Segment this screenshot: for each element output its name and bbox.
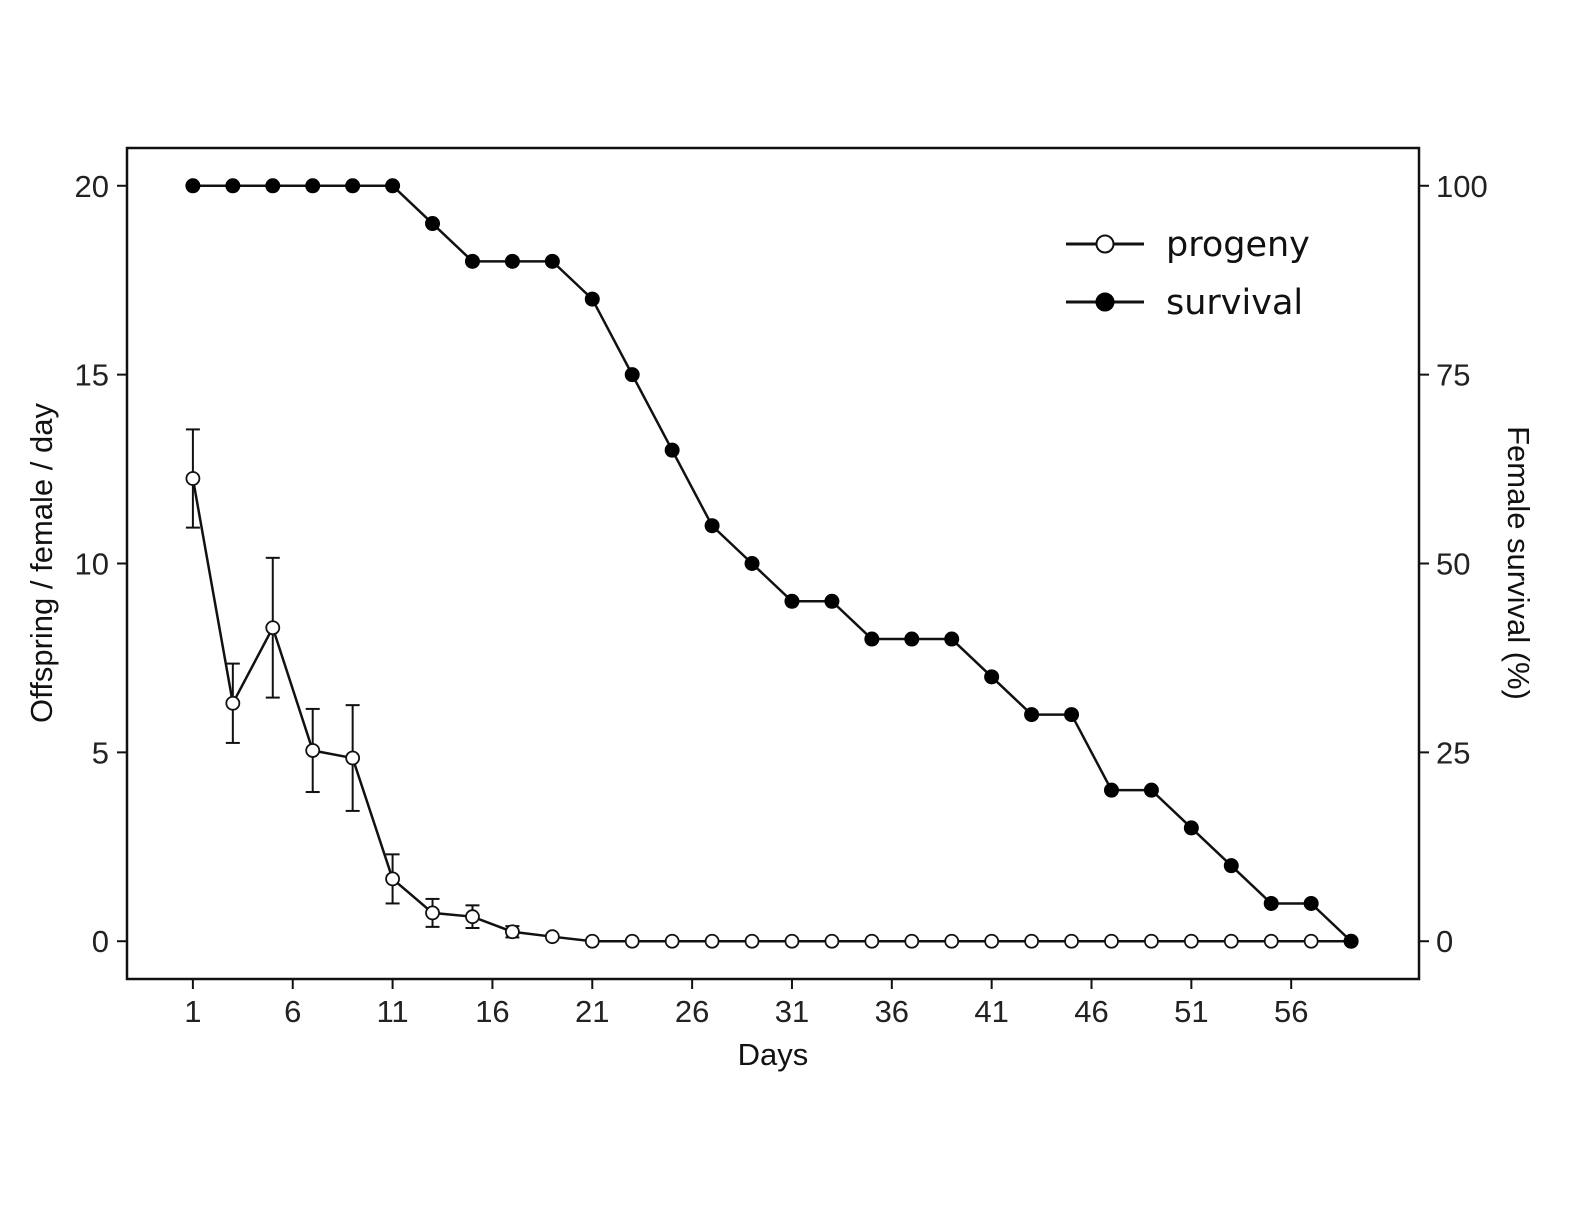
plot-frame bbox=[125, 146, 1421, 981]
progeny-point bbox=[1183, 933, 1199, 949]
survival-point bbox=[824, 593, 840, 609]
progeny-point bbox=[584, 933, 600, 949]
survival-point bbox=[864, 631, 880, 647]
right-y-tick-label: 100 bbox=[1436, 169, 1488, 204]
legend-progeny-label: progeny bbox=[1166, 225, 1310, 265]
survival-point bbox=[904, 631, 920, 647]
x-tick-label: 11 bbox=[376, 994, 408, 1029]
progeny-point bbox=[864, 933, 880, 949]
progeny-point bbox=[664, 933, 680, 949]
progeny-point bbox=[624, 933, 640, 949]
progeny-point bbox=[824, 933, 840, 949]
progeny-point bbox=[345, 750, 361, 766]
progeny-point bbox=[185, 471, 201, 486]
progeny-line bbox=[191, 478, 1352, 943]
x-tick-label: 1 bbox=[184, 994, 201, 1029]
survival-point bbox=[544, 253, 560, 269]
survival-series bbox=[185, 178, 1359, 949]
survival-point bbox=[1223, 858, 1239, 874]
survival-point bbox=[984, 669, 1000, 685]
progeny-point bbox=[1024, 933, 1039, 949]
progeny-point bbox=[265, 620, 281, 636]
survival-point bbox=[944, 631, 960, 647]
legend-progeny-marker bbox=[1095, 234, 1115, 254]
progeny-point bbox=[984, 933, 1000, 949]
progeny-point bbox=[425, 905, 440, 921]
x-axis: 1 6 11 16 21 26 31 36 41 46 51 56 bbox=[184, 979, 1308, 1029]
x-tick-label: 51 bbox=[1174, 994, 1208, 1029]
survival-point bbox=[1064, 707, 1080, 723]
right-y-tick-label: 50 bbox=[1436, 547, 1470, 582]
right-y-tick-label: 75 bbox=[1436, 358, 1470, 393]
left-y-tick-label: 15 bbox=[75, 358, 109, 393]
x-tick-label: 21 bbox=[575, 994, 609, 1029]
survival-point bbox=[185, 178, 201, 194]
left-y-tick-label: 20 bbox=[75, 169, 109, 204]
left-y-tick-label: 0 bbox=[92, 924, 109, 959]
survival-point bbox=[1183, 820, 1199, 836]
right-y-tick-label: 0 bbox=[1436, 924, 1453, 959]
survival-point bbox=[704, 518, 720, 534]
survival-point bbox=[345, 178, 361, 194]
x-tick-label: 31 bbox=[775, 994, 809, 1029]
survival-point bbox=[1103, 782, 1119, 798]
progeny-point bbox=[544, 929, 560, 945]
x-tick-label: 16 bbox=[475, 994, 509, 1029]
survival-point bbox=[784, 593, 800, 609]
progeny-point bbox=[1223, 933, 1239, 949]
survival-point bbox=[305, 178, 321, 194]
survival-point bbox=[504, 253, 520, 269]
progeny-point bbox=[1263, 933, 1279, 949]
progeny-point bbox=[1064, 933, 1079, 949]
progeny-point bbox=[1303, 933, 1319, 949]
progeny-point bbox=[465, 909, 480, 925]
survival-point bbox=[1143, 782, 1159, 798]
x-axis-title: Days bbox=[738, 1037, 809, 1072]
progeny-point bbox=[704, 933, 720, 949]
x-tick-label: 26 bbox=[675, 994, 709, 1029]
progeny-point bbox=[1104, 933, 1119, 949]
left-y-tick-label: 10 bbox=[75, 547, 109, 582]
survival-point bbox=[464, 253, 480, 269]
legend-survival-marker bbox=[1095, 292, 1115, 312]
x-tick-label: 41 bbox=[974, 994, 1008, 1029]
progeny-series bbox=[185, 428, 1359, 949]
left-y-tick-label: 5 bbox=[92, 735, 109, 770]
left-y-axis-title: Offspring / female / day bbox=[24, 403, 59, 723]
progeny-point bbox=[305, 743, 321, 758]
progeny-point bbox=[1144, 933, 1159, 949]
legend-survival-label: survival bbox=[1166, 283, 1303, 323]
survival-point bbox=[1303, 895, 1319, 911]
legend: progeny survival bbox=[1066, 225, 1310, 323]
progeny-point bbox=[784, 933, 800, 949]
survival-point bbox=[225, 178, 241, 194]
x-tick-label: 46 bbox=[1074, 994, 1108, 1029]
survival-point bbox=[624, 367, 640, 383]
progeny-point bbox=[225, 695, 241, 711]
survival-point bbox=[744, 556, 760, 571]
progeny-point bbox=[505, 924, 520, 940]
survival-point bbox=[1343, 933, 1359, 949]
x-tick-label: 36 bbox=[875, 994, 909, 1029]
survival-point bbox=[1024, 707, 1040, 723]
survival-point bbox=[265, 178, 281, 194]
right-y-axis-title: Female survival (%) bbox=[1501, 426, 1536, 700]
left-y-axis: 0 5 10 15 20 bbox=[75, 169, 127, 959]
survival-point bbox=[385, 178, 401, 194]
survival-point bbox=[1263, 895, 1279, 911]
progeny-point bbox=[385, 871, 400, 887]
progeny-point bbox=[944, 933, 960, 949]
x-tick-label: 6 bbox=[284, 994, 301, 1029]
survival-point bbox=[584, 291, 600, 307]
progeny-point bbox=[744, 933, 760, 949]
x-tick-label: 56 bbox=[1274, 994, 1308, 1029]
survival-point bbox=[664, 442, 680, 458]
right-y-tick-label: 25 bbox=[1436, 735, 1470, 770]
progeny-point bbox=[904, 933, 920, 949]
right-y-axis: 0 25 50 75 100 bbox=[1419, 169, 1488, 959]
survival-point bbox=[425, 216, 441, 232]
